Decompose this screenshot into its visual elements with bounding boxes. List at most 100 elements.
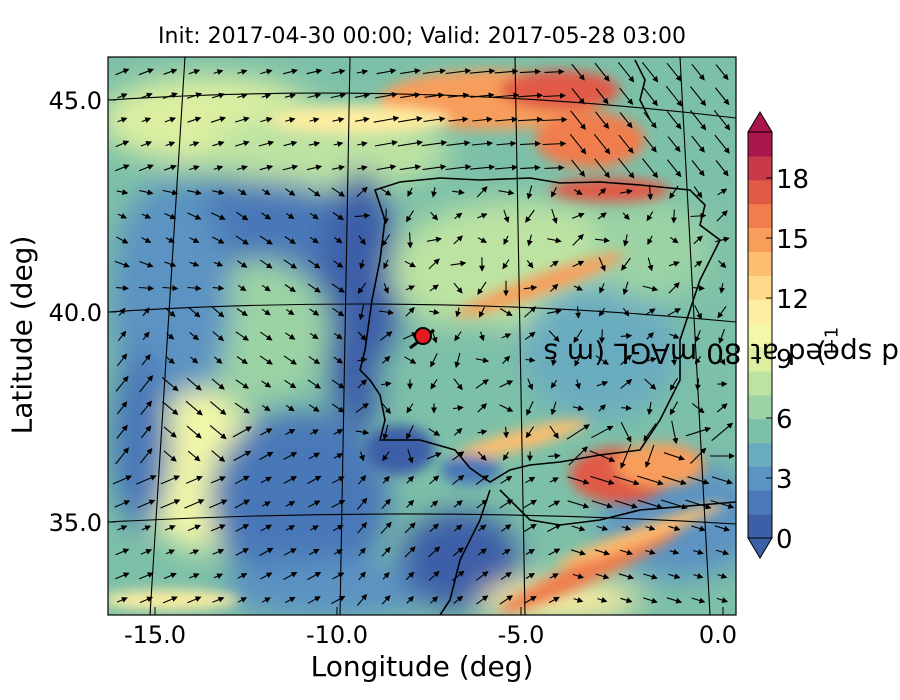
wind-arrow (404, 546, 416, 558)
wind-arrow (163, 450, 177, 462)
wind-arrow (397, 139, 424, 147)
wind-arrow (452, 189, 465, 196)
wind-arrow (333, 260, 344, 268)
wind-arrow (502, 355, 511, 364)
wind-arrow (669, 548, 680, 555)
wind-arrow (523, 284, 538, 291)
wind-arrow (502, 451, 509, 461)
wind-arrow (430, 353, 438, 368)
wind-arrow (620, 443, 632, 469)
wind-arrow (284, 379, 297, 389)
wind-arrow (114, 164, 130, 172)
wind-arrow (667, 308, 681, 316)
wind-arrow (404, 356, 417, 364)
wind-arrow (309, 236, 319, 244)
wind-arrow (571, 525, 586, 532)
colorbar: 0 3 6 9 12 15 18 (747, 111, 809, 559)
wind-arrow (500, 572, 512, 580)
colorbar-tick-label: 12 (776, 285, 809, 315)
wind-arrow (453, 595, 464, 605)
wind-arrow (283, 355, 297, 365)
wind-arrow (307, 379, 322, 389)
wind-arrow (550, 401, 557, 416)
wind-arrow (517, 92, 544, 99)
y-tick-label: 40.0 (49, 299, 102, 327)
wind-arrow (643, 356, 657, 363)
wind-arrow (666, 597, 683, 604)
wind-arrow (117, 93, 128, 99)
wind-arrow (235, 379, 250, 389)
wind-arrow (380, 521, 392, 534)
wind-arrow (453, 405, 464, 411)
wind-arrow (359, 451, 365, 462)
wind-arrow (526, 260, 534, 269)
wind-arrow (331, 283, 345, 293)
wind-arrow (495, 116, 518, 123)
wind-arrow (357, 379, 368, 389)
wind-arrow (185, 400, 203, 416)
wind-arrow (357, 165, 368, 171)
wind-arrow (407, 449, 414, 464)
wind-arrow (118, 307, 126, 316)
wind-arrow (165, 356, 175, 365)
wind-arrow (259, 451, 274, 461)
wind-arrow (710, 499, 735, 509)
colorbar-band (748, 203, 772, 229)
wind-arrow (381, 234, 391, 247)
wind-arrow (691, 402, 705, 414)
wind-arrow (164, 525, 176, 531)
wind-arrow (373, 115, 400, 123)
wind-arrow (330, 92, 347, 99)
wind-arrow (619, 112, 633, 129)
wind-arrow (575, 379, 581, 390)
colorbar-band (748, 370, 772, 396)
site-marker-dot (414, 327, 432, 345)
wind-arrow (716, 403, 728, 413)
wind-arrow (374, 139, 398, 147)
colorbar-band (748, 251, 772, 276)
colorbar-tick-label: 0 (776, 525, 793, 555)
wind-arrow (359, 259, 365, 270)
wind-arrow (308, 355, 321, 365)
wind-arrow (429, 475, 440, 485)
wind-arrow (187, 306, 201, 318)
wind-arrow (261, 93, 272, 100)
wind-arrow (431, 187, 437, 198)
colorbar-band (748, 490, 772, 515)
wind-arrow (428, 570, 440, 581)
wind-arrow (162, 596, 178, 604)
wind-arrow (428, 546, 441, 558)
wind-arrow (453, 427, 463, 436)
wind-arrow (116, 353, 128, 367)
wind-arrow (597, 212, 607, 220)
wind-arrow (428, 258, 440, 270)
wind-arrow (283, 572, 298, 580)
wind-arrow (575, 306, 582, 319)
wind-arrow (715, 64, 729, 81)
wind-arrow (165, 237, 175, 243)
wind-arrow (549, 260, 559, 268)
wind-arrow (261, 597, 271, 603)
wind-arrow (620, 378, 633, 389)
wind-arrow (548, 452, 561, 459)
wind-arrow (594, 549, 611, 556)
wind-arrow (598, 329, 605, 344)
wind-arrow (354, 92, 371, 99)
wind-arrow (382, 451, 390, 462)
wind-arrow (690, 86, 707, 107)
colorbar-extend-max (747, 111, 773, 133)
wind-arrow (356, 497, 368, 510)
x-axis-label: Longitude (deg) (310, 650, 534, 683)
colorbar-band (748, 155, 772, 181)
wind-arrow (669, 185, 679, 199)
wind-arrow (669, 377, 679, 391)
wind-arrow (331, 500, 346, 508)
wind-vectors (112, 61, 735, 606)
wind-arrow (548, 500, 561, 508)
wind-arrow (381, 546, 391, 557)
wind-arrow (645, 549, 656, 555)
wind-arrow (141, 117, 152, 123)
wind-arrow (429, 523, 440, 533)
wind-arrow (429, 309, 440, 315)
wind-arrow (116, 597, 128, 603)
